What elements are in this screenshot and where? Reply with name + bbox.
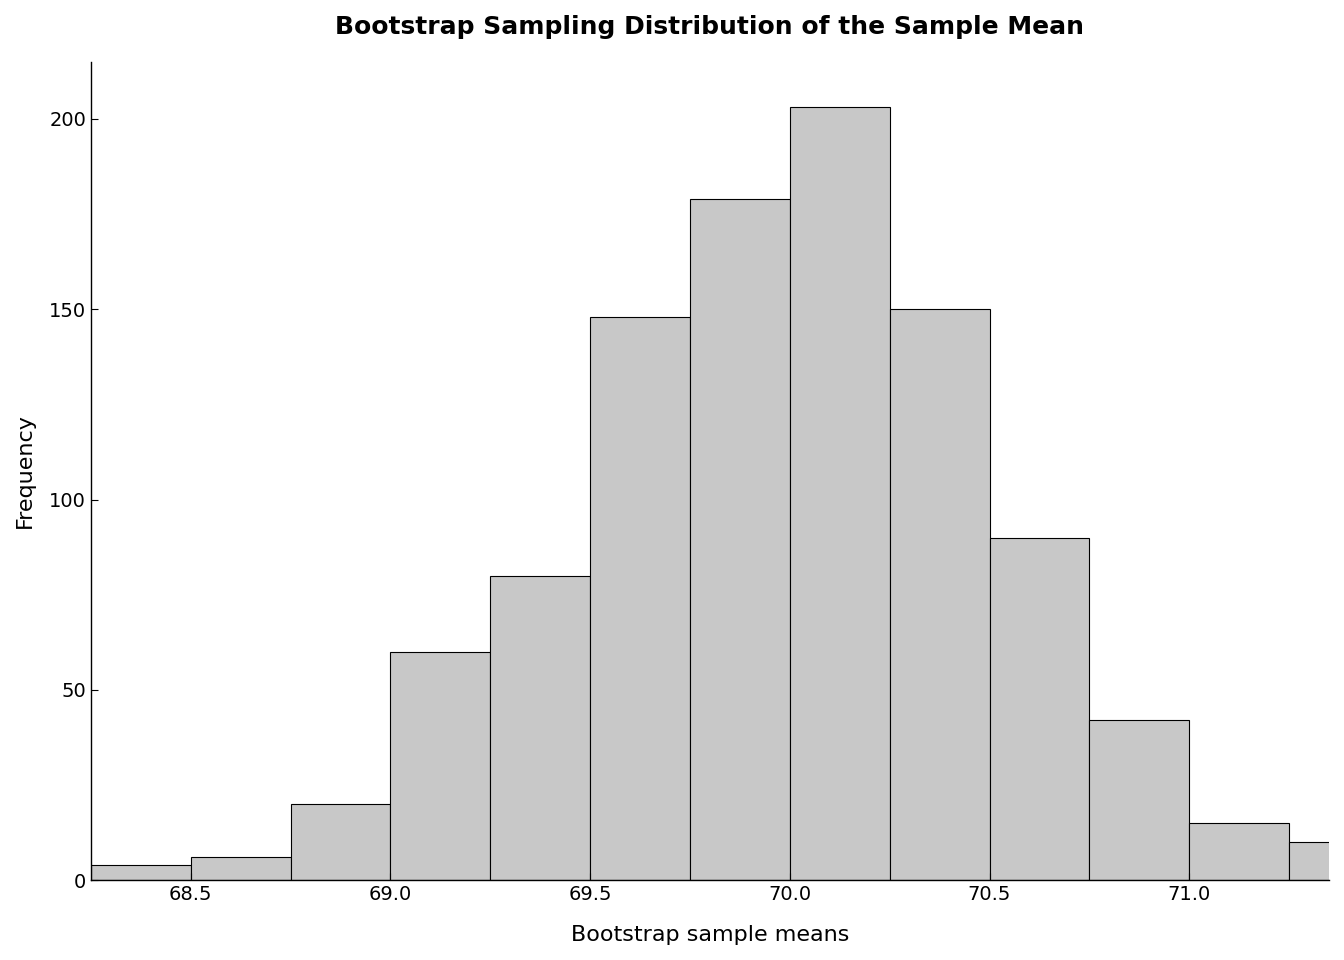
Bar	[1289, 842, 1344, 880]
Bar	[491, 576, 590, 880]
Bar	[191, 857, 290, 880]
Title: Bootstrap Sampling Distribution of the Sample Mean: Bootstrap Sampling Distribution of the S…	[336, 15, 1085, 39]
Y-axis label: Frequency: Frequency	[15, 414, 35, 528]
Bar	[989, 538, 1090, 880]
Bar	[1189, 823, 1289, 880]
Bar	[689, 199, 790, 880]
Bar	[390, 652, 491, 880]
Bar	[790, 108, 890, 880]
Bar	[91, 865, 191, 880]
Bar	[290, 804, 390, 880]
X-axis label: Bootstrap sample means: Bootstrap sample means	[571, 925, 849, 945]
Bar	[590, 317, 689, 880]
Bar	[1090, 720, 1189, 880]
Bar	[890, 309, 989, 880]
